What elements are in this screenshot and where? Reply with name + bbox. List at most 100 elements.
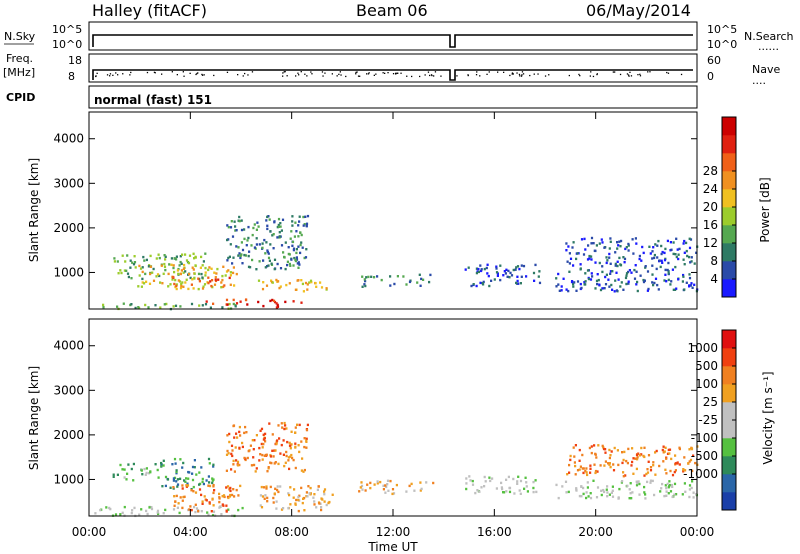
scatter-cell [288,282,291,285]
scatter-cell [622,471,625,474]
scatter-cell [275,441,278,444]
nave-dot [382,72,384,74]
scatter-cell [188,273,191,276]
scatter-cell [268,259,271,262]
scatter-cell [538,270,541,273]
scatter-cell [271,234,274,237]
scatter-cell [282,507,285,510]
scatter-cell [535,490,538,494]
scatter-cell [674,462,677,465]
scatter-cell [163,303,166,306]
scatter-cell [649,479,652,482]
scatter-cell [489,479,492,483]
scatter-cell [678,446,681,449]
scatter-cell [290,230,293,233]
scatter-cell [635,242,638,245]
scatter-cell [598,242,601,245]
nave-dot [336,75,338,77]
scatter-cell [228,440,231,444]
scatter-cell [663,279,666,282]
scatter-cell [568,463,571,467]
scatter-cell [665,490,668,493]
scatter-cell [613,290,616,293]
scatter-cell [156,468,159,472]
scatter-cell [179,255,182,258]
scatter-cell [495,487,498,490]
scatter-cell [260,427,264,431]
scatter-cell [647,454,651,457]
scatter-cell [627,282,630,285]
scatter-cell [305,428,309,432]
scatter-cell [238,425,241,429]
scatter-cell [172,264,175,267]
scatter-cell [121,254,124,257]
scatter-cell [317,485,320,488]
scatter-cell [599,464,602,467]
scatter-cell [605,273,608,276]
scatter-cell [657,288,660,291]
scatter-cell [532,271,536,275]
scatter-cell [192,485,195,489]
scatter-cell [672,252,675,256]
scatter-cell [590,255,593,258]
scatter-cell [579,263,582,266]
nave-dot [373,74,375,76]
scatter-cell [300,279,303,282]
scatter-cell [180,262,183,265]
scatter-cell [251,439,254,442]
scatter-cell [690,260,693,263]
scatter-cell [496,272,499,275]
scatter-cell [208,266,211,269]
scatter-cell [177,267,180,271]
scatter-cell [237,508,240,512]
scatter-cell [644,497,647,500]
scatter-cell [205,499,208,502]
scatter-cell [661,261,664,264]
scatter-cell [631,447,634,450]
scatter-cell [180,269,183,272]
scatter-cell [167,285,170,288]
nave-dot [182,71,184,73]
scatter-cell [157,253,160,256]
scatter-cell [237,246,240,249]
scatter-cell [287,459,290,462]
scatter-cell [159,281,162,284]
scatter-cell [266,215,269,219]
scatter-cell [692,496,695,499]
nave-dot [419,75,421,78]
scatter-cell [258,243,261,246]
scatter-cell [507,475,510,479]
scatter-cell [470,284,473,288]
scatter-cell [625,274,628,277]
scatter-cell [601,444,604,448]
scatter-cell [253,439,256,442]
scatter-cell [294,431,297,434]
scatter-cell [226,224,229,227]
scatter-cell [688,273,691,276]
scatter-cell [382,488,385,491]
scatter-cell [129,266,132,269]
scatter-cell [587,244,590,247]
nave-dot [395,73,397,75]
scatter-cell [678,247,681,251]
scatter-cell [174,462,177,465]
freq-frame [88,53,698,83]
scatter-cell [163,265,167,268]
scatter-cell [264,440,267,443]
scatter-cell [295,258,299,261]
scatter-cell [691,286,694,289]
scatter-cell [260,442,263,446]
scatter-cell [267,256,271,260]
scatter-cell [113,260,116,263]
nave-dot [427,71,430,73]
scatter-cell [391,492,394,496]
scatter-cell [211,497,214,500]
scatter-cell [626,461,629,465]
scatter-cell [644,493,647,496]
scatter-cell [193,505,196,509]
scatter-cell [595,244,598,247]
scatter-cell [238,215,241,219]
scatter-cell [184,270,187,273]
scatter-cell [620,281,623,284]
nave-dot [488,71,490,73]
